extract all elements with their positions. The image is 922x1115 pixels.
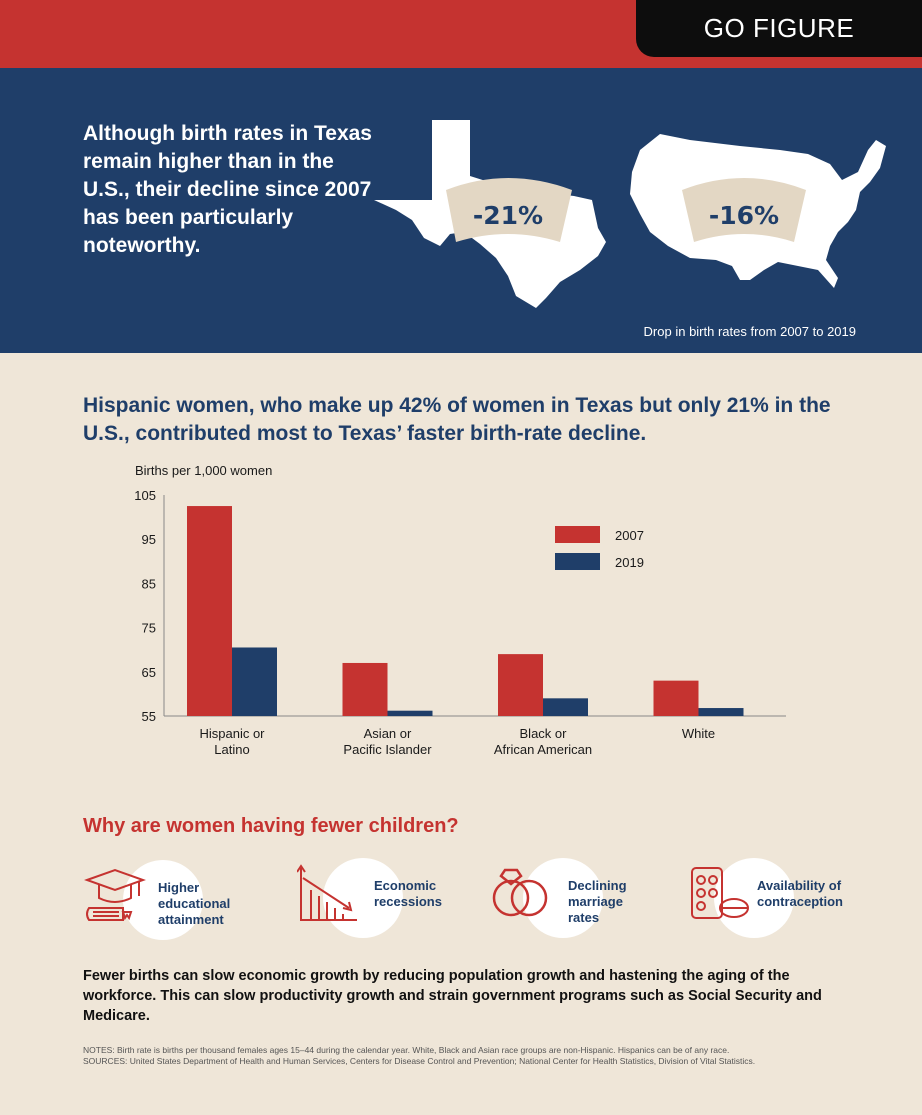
us-label-band — [682, 178, 806, 242]
maps-graphic: -21% -16% — [374, 120, 886, 308]
y-tick-label: 55 — [142, 709, 156, 724]
reason-circle — [714, 858, 794, 938]
bar-2007-1 — [342, 662, 388, 716]
x-category-label: Pacific Islander — [343, 742, 432, 757]
legend-label-2007: 2007 — [615, 528, 644, 543]
bar-2019-1 — [387, 710, 433, 716]
bar-2007-0 — [187, 506, 232, 716]
bar-2019-3 — [698, 708, 744, 716]
declining-chart-icon — [297, 864, 357, 921]
sources-line: SOURCES: United States Department of Hea… — [83, 1056, 756, 1066]
reason-label: Declining marriage rates — [568, 878, 627, 925]
notes-line: NOTES: Birth rate is births per thousand… — [83, 1045, 730, 1055]
bar-chart: Births per 1,000 women 55 65 75 85 95 105 Hispa… — [134, 463, 786, 757]
go-figure-label: GO FIGURE — [636, 0, 922, 57]
legend-label-2019: 2019 — [615, 555, 644, 570]
y-tick-label: 95 — [142, 532, 156, 547]
texas-percent: -21% — [473, 201, 543, 230]
reason-circle — [523, 858, 603, 938]
conclusion-text: Fewer births can slow economic growth by… — [83, 968, 822, 1024]
reason-label: Higher educational attainment — [158, 880, 231, 927]
reason-circle — [323, 858, 403, 938]
x-category-label: Black or — [520, 726, 568, 741]
why-heading: Why are women having fewer children? — [83, 815, 459, 837]
us-percent: -16% — [709, 201, 779, 230]
bar-2019-0 — [232, 647, 277, 716]
reason-contraception: Availability of contraception — [688, 858, 878, 938]
chart-heading: Hispanic women, who make up 42% of women… — [83, 394, 831, 445]
x-category-label: Asian or — [364, 726, 412, 741]
footnotes: NOTES: Birth rate is births per thousand… — [83, 1045, 863, 1067]
pills-icon — [691, 867, 749, 919]
y-axis-label: Births per 1,000 women — [135, 463, 272, 478]
bar-2007-2 — [498, 654, 543, 716]
x-category-label: White — [682, 726, 715, 741]
y-tick-label: 85 — [142, 576, 156, 591]
y-tick-label: 105 — [134, 488, 156, 503]
y-tick-label: 65 — [142, 665, 156, 680]
x-category-label: African American — [494, 742, 592, 757]
graduation-cap-icon — [84, 868, 146, 921]
reason-education: Higher educational attainment — [83, 858, 283, 940]
bar-2019-2 — [543, 698, 588, 716]
reason-circle — [123, 860, 203, 940]
legend-swatch-2019 — [555, 553, 600, 570]
texas-label-band — [446, 178, 572, 242]
legend-swatch-2007 — [555, 526, 600, 543]
x-category-label: Hispanic or — [199, 726, 265, 741]
intro-text: Although birth rates in Texas remain hig… — [83, 122, 372, 257]
reason-label: Economic recessions — [374, 878, 442, 909]
x-category-label: Latino — [214, 742, 249, 757]
reason-marriage: Declining marriage rates — [489, 858, 679, 938]
maps-note: Drop in birth rates from 2007 to 2019 — [643, 324, 856, 339]
rings-icon — [492, 868, 548, 917]
y-tick-label: 75 — [142, 621, 156, 636]
reason-recessions: Economic recessions — [297, 858, 487, 938]
reason-label: Availability of contraception — [757, 878, 843, 909]
bar-2007-3 — [653, 680, 699, 716]
